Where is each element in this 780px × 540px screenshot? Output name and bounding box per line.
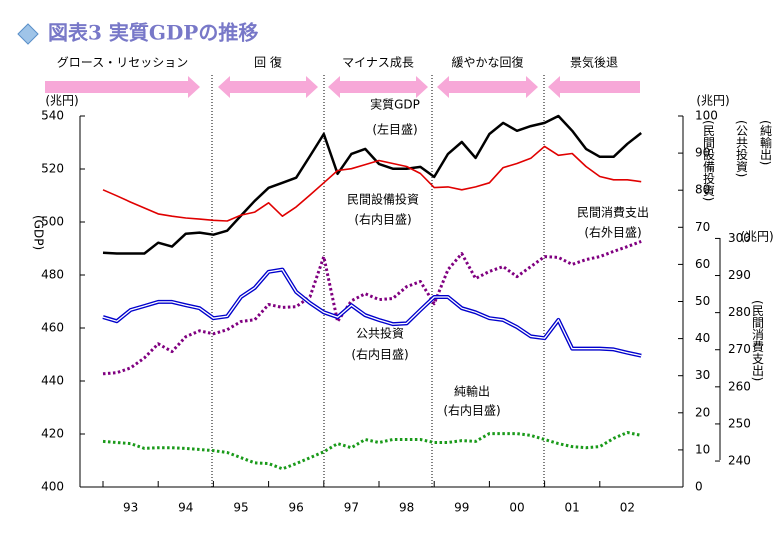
y2-tick-label: 90: [695, 146, 710, 160]
chart-title: 図表3 実質GDPの推移: [48, 21, 258, 45]
y3-tick-label: 300: [728, 231, 751, 245]
y-tick-label: 500: [41, 215, 64, 229]
y2-tick-label: 80: [695, 183, 710, 197]
series-note: (右外目盛): [584, 225, 641, 240]
x-tick-label: 96: [289, 501, 304, 515]
x-tick-label: 01: [565, 501, 580, 515]
series-line: [102, 114, 642, 255]
y-tick-label: 460: [41, 321, 64, 335]
series-note: (右内目盛): [351, 347, 408, 362]
y2-label: (純輸出): [759, 120, 773, 165]
x-tick-label: 00: [509, 501, 524, 515]
series-note: (右内目盛): [443, 403, 500, 418]
series-line-inner: [102, 268, 642, 357]
y2-tick-label: 30: [695, 368, 710, 382]
y2-tick-label: 20: [695, 405, 710, 419]
y3-tick-label: 240: [728, 454, 751, 468]
y-tick-label: 480: [41, 268, 64, 282]
phase-arrow: [548, 76, 640, 98]
x-tick-label: 97: [344, 501, 359, 515]
y2-tick-label: 40: [695, 331, 710, 345]
x-tick-label: 94: [178, 501, 193, 515]
series-line: [102, 239, 642, 376]
title-icon: [17, 23, 39, 45]
series-name: 実質GDP: [370, 97, 420, 112]
y2-unit: (兆円): [696, 94, 729, 108]
series-name: 公共投資: [356, 326, 404, 341]
y2-tick-label: 50: [695, 294, 710, 308]
phase-label: 回 復: [254, 55, 282, 70]
phase-band: グロース・リセッション 回 復 マイナス成長 緩やかな回復 景気後退: [45, 55, 640, 98]
y-tick-label: 520: [41, 162, 64, 176]
series-note: (左目盛): [372, 122, 417, 137]
y3-unit: (兆円): [740, 230, 773, 244]
y-tick-label: 400: [41, 480, 64, 494]
y3-tick-label: 250: [728, 416, 751, 430]
y2-tick-label: 10: [695, 442, 710, 456]
series-line: [102, 145, 642, 222]
x-tick-label: 99: [454, 501, 469, 515]
series-line: [102, 267, 642, 358]
y2-label: (民間設備投資): [702, 120, 716, 201]
phase-label: グロース・リセッション: [57, 56, 188, 70]
y3-tick-label: 290: [728, 268, 751, 282]
phase-label: マイナス成長: [342, 56, 414, 70]
y2-tick-label: 0: [695, 480, 703, 494]
x-tick-label: 93: [123, 501, 138, 515]
y3-tick-label: 270: [728, 342, 751, 356]
y-tick-label: 440: [41, 374, 64, 388]
y2-tick-label: 100: [695, 109, 718, 123]
y2-tick-label: 60: [695, 257, 710, 271]
series-name: 民間設備投資: [347, 192, 419, 207]
y3-label: (民間消費支出): [751, 300, 765, 381]
series-line: [102, 431, 642, 471]
x-tick-label: 98: [399, 501, 414, 515]
phase-label: 緩やかな回復: [451, 55, 523, 70]
series-note: (右内目盛): [354, 212, 411, 227]
phase-arrow: [45, 76, 200, 98]
phase-label: 景気後退: [570, 55, 618, 70]
phase-arrow: [328, 76, 428, 98]
x-tick-label: 02: [620, 501, 635, 515]
y-tick-label: 540: [41, 109, 64, 123]
phase-arrow: [437, 76, 538, 98]
y3-tick-label: 260: [728, 379, 751, 393]
series-name: 民間消費支出: [577, 205, 649, 220]
x-tick-label: 95: [233, 501, 248, 515]
phase-arrow: [218, 76, 318, 98]
y-label: (GDP): [32, 215, 46, 250]
series-name: 純輸出: [454, 384, 490, 399]
y2-label: (公共投資): [735, 120, 749, 177]
y3-tick-label: 280: [728, 305, 751, 319]
y-tick-label: 420: [41, 427, 64, 441]
y-unit: (兆円): [45, 94, 78, 108]
y2-tick-label: 70: [695, 220, 710, 234]
